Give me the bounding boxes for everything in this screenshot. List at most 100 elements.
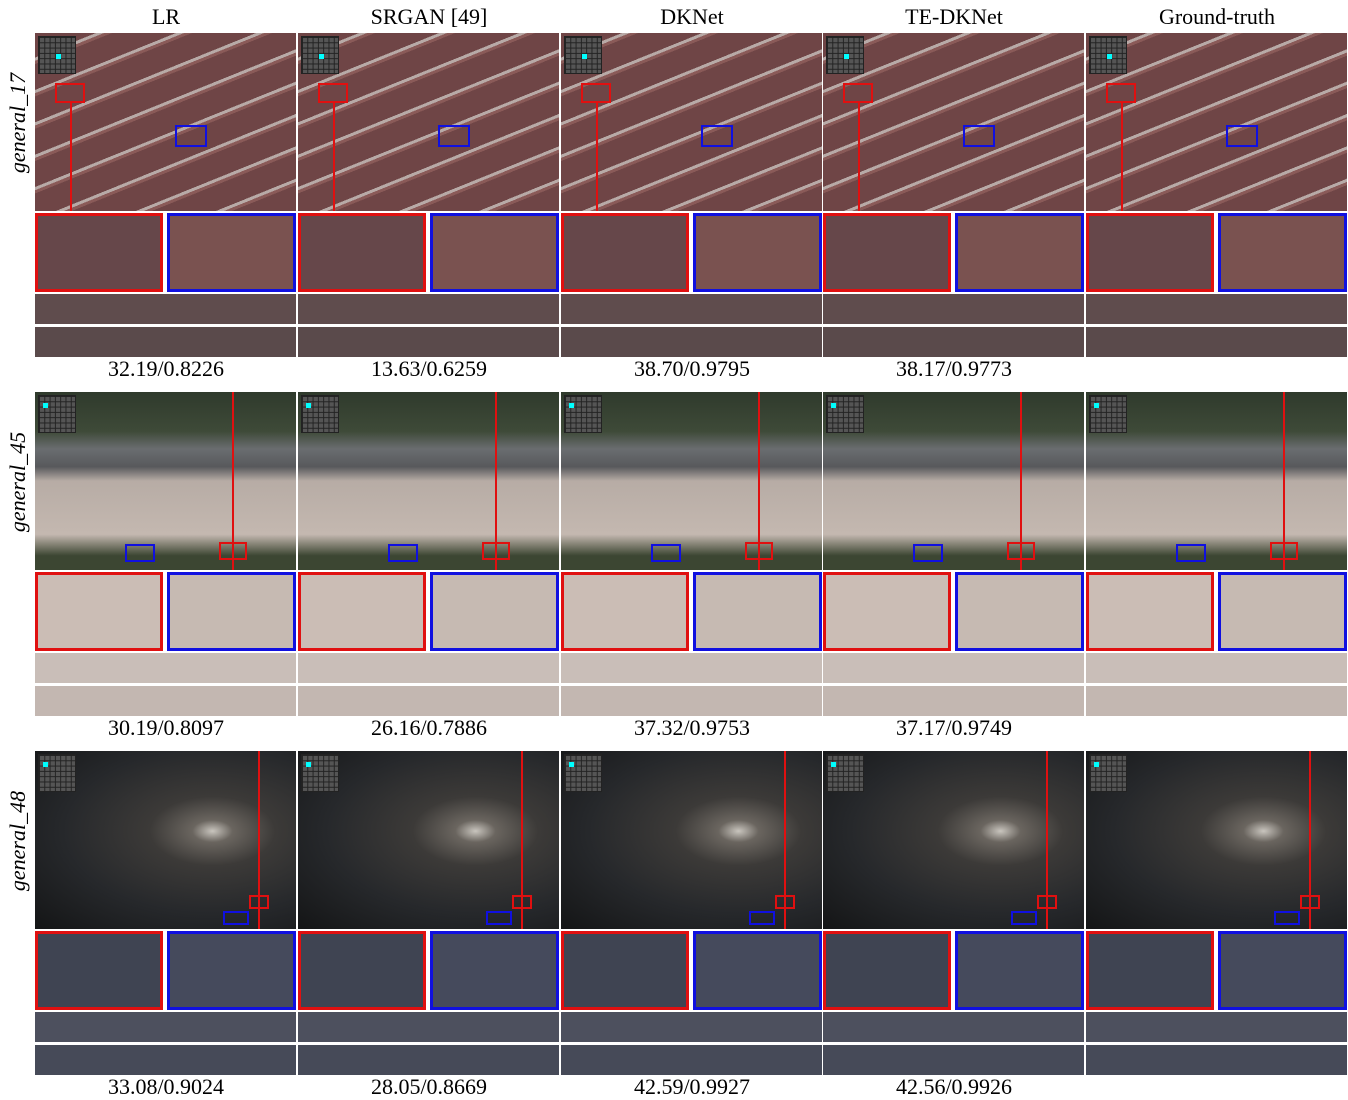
grid-dot: [306, 762, 311, 767]
metric: 42.59/0.9927: [633, 1074, 751, 1099]
red-line: [70, 103, 72, 211]
row-label: general_48: [5, 790, 30, 892]
blue-box: [486, 911, 512, 925]
image: [1086, 751, 1347, 929]
pixel-strip: [35, 1012, 296, 1042]
blue-box: [913, 544, 943, 562]
blue-box: [1011, 911, 1037, 925]
blue-crop: [430, 931, 559, 1010]
metric: 37.32/0.9753: [633, 715, 751, 740]
red-box: [1270, 542, 1298, 560]
pixel-strip: [35, 1045, 296, 1075]
pixel-strip: [1086, 1012, 1347, 1042]
column-header: Ground-truth: [1158, 4, 1276, 29]
grid-dot: [43, 762, 48, 767]
blue-crop: [693, 213, 822, 292]
blue-box: [1274, 911, 1300, 925]
metric: 33.08/0.9024: [107, 1074, 225, 1099]
metric: 30.19/0.8097: [107, 715, 225, 740]
column-header: DKNet: [660, 4, 724, 29]
grid-icon: [1089, 395, 1127, 433]
pixel-strip: [298, 686, 559, 716]
pixel-strip: [298, 327, 559, 357]
pixel-strip: [298, 294, 559, 324]
blue-box: [223, 911, 249, 925]
column-header: LR: [151, 4, 181, 29]
red-line: [1121, 103, 1123, 211]
red-box: [512, 895, 532, 909]
metric: 28.05/0.8669: [370, 1074, 488, 1099]
red-crop: [35, 213, 163, 292]
blue-crop: [955, 931, 1084, 1010]
grid-dot: [569, 762, 574, 767]
pixel-strip: [561, 1045, 822, 1075]
red-line: [1283, 392, 1285, 570]
image: [35, 751, 296, 929]
pixel-strip: [823, 294, 1084, 324]
pixel-strip: [298, 1012, 559, 1042]
blue-crop: [1218, 931, 1347, 1010]
red-line: [333, 103, 335, 211]
pixel-strip: [561, 686, 822, 716]
red-line: [784, 751, 786, 929]
red-line: [596, 103, 598, 211]
image: [298, 392, 559, 570]
red-crop: [298, 931, 426, 1010]
blue-crop: [430, 572, 559, 651]
red-line: [258, 751, 260, 929]
pixel-strip: [823, 1045, 1084, 1075]
grid-icon: [38, 754, 76, 792]
blue-crop: [693, 572, 822, 651]
metric: 26.16/0.7886: [370, 715, 488, 740]
pixel-strip: [1086, 1045, 1347, 1075]
grid-dot: [831, 403, 836, 408]
column-header: SRGAN [49]: [370, 4, 488, 29]
blue-box: [963, 125, 995, 147]
blue-crop: [167, 213, 296, 292]
grid-icon: [564, 36, 602, 74]
pixel-strip: [1086, 686, 1347, 716]
pixel-strip: [1086, 294, 1347, 324]
red-crop: [823, 213, 951, 292]
blue-crop: [167, 572, 296, 651]
red-crop: [823, 572, 951, 651]
row-label: general_17: [5, 72, 30, 174]
grid-dot: [582, 54, 587, 59]
red-line: [758, 392, 760, 570]
pixel-strip: [561, 1012, 822, 1042]
blue-box: [749, 911, 775, 925]
blue-box: [1176, 544, 1206, 562]
blue-crop: [430, 213, 559, 292]
grid-icon: [301, 754, 339, 792]
red-box: [581, 83, 611, 103]
red-box: [1300, 895, 1320, 909]
grid-dot: [1094, 762, 1099, 767]
red-crop: [35, 572, 163, 651]
red-crop: [35, 931, 163, 1010]
grid-dot: [569, 403, 574, 408]
image: [561, 392, 822, 570]
grid-icon: [38, 395, 76, 433]
blue-crop: [1218, 572, 1347, 651]
image: [35, 392, 296, 570]
grid-dot: [56, 54, 61, 59]
metric: 32.19/0.8226: [107, 356, 225, 381]
blue-box: [651, 544, 681, 562]
image: [561, 751, 822, 929]
image: [823, 392, 1084, 570]
pixel-strip: [1086, 327, 1347, 357]
red-box: [219, 542, 247, 560]
blue-crop: [693, 931, 822, 1010]
pixel-strip: [1086, 653, 1347, 683]
metric: 38.17/0.9773: [895, 356, 1013, 381]
blue-crop: [167, 931, 296, 1010]
pixel-strip: [823, 1012, 1084, 1042]
grid-dot: [319, 54, 324, 59]
pixel-strip: [823, 653, 1084, 683]
pixel-strip: [35, 294, 296, 324]
metric: 38.70/0.9795: [633, 356, 751, 381]
red-line: [1309, 751, 1311, 929]
pixel-strip: [561, 327, 822, 357]
blue-box: [175, 125, 207, 147]
pixel-strip: [561, 294, 822, 324]
